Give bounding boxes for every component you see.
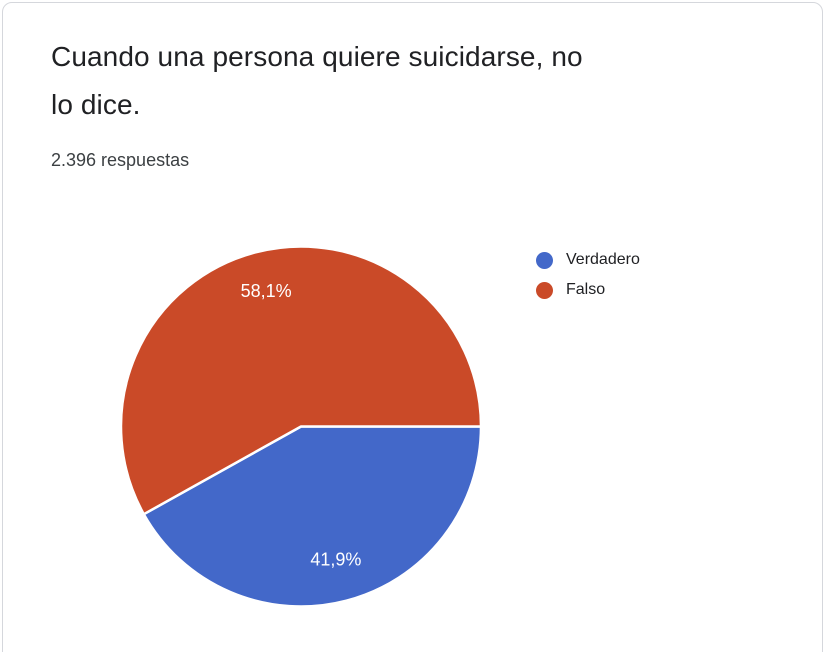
question-title-line-1: Cuando una persona quiere suicidarse, no bbox=[51, 41, 583, 72]
chart-legend: Verdadero Falso bbox=[536, 245, 640, 305]
pie-slice-falso[interactable] bbox=[119, 245, 483, 516]
response-count: 2.396 respuestas bbox=[51, 150, 190, 170]
question-title: Cuando una persona quiere suicidarse, no… bbox=[51, 33, 583, 129]
legend-label-verdadero: Verdadero bbox=[566, 251, 640, 268]
legend-color-dot-falso bbox=[536, 281, 553, 299]
legend-item-verdadero: Verdadero bbox=[536, 245, 640, 275]
legend-color-dot-verdadero bbox=[536, 251, 553, 269]
question-title-line-2: lo dice. bbox=[51, 89, 141, 120]
pie-slice-verdadero[interactable] bbox=[142, 425, 483, 608]
legend-label-falso: Falso bbox=[566, 281, 606, 298]
legend-item-falso: Falso bbox=[536, 275, 640, 305]
